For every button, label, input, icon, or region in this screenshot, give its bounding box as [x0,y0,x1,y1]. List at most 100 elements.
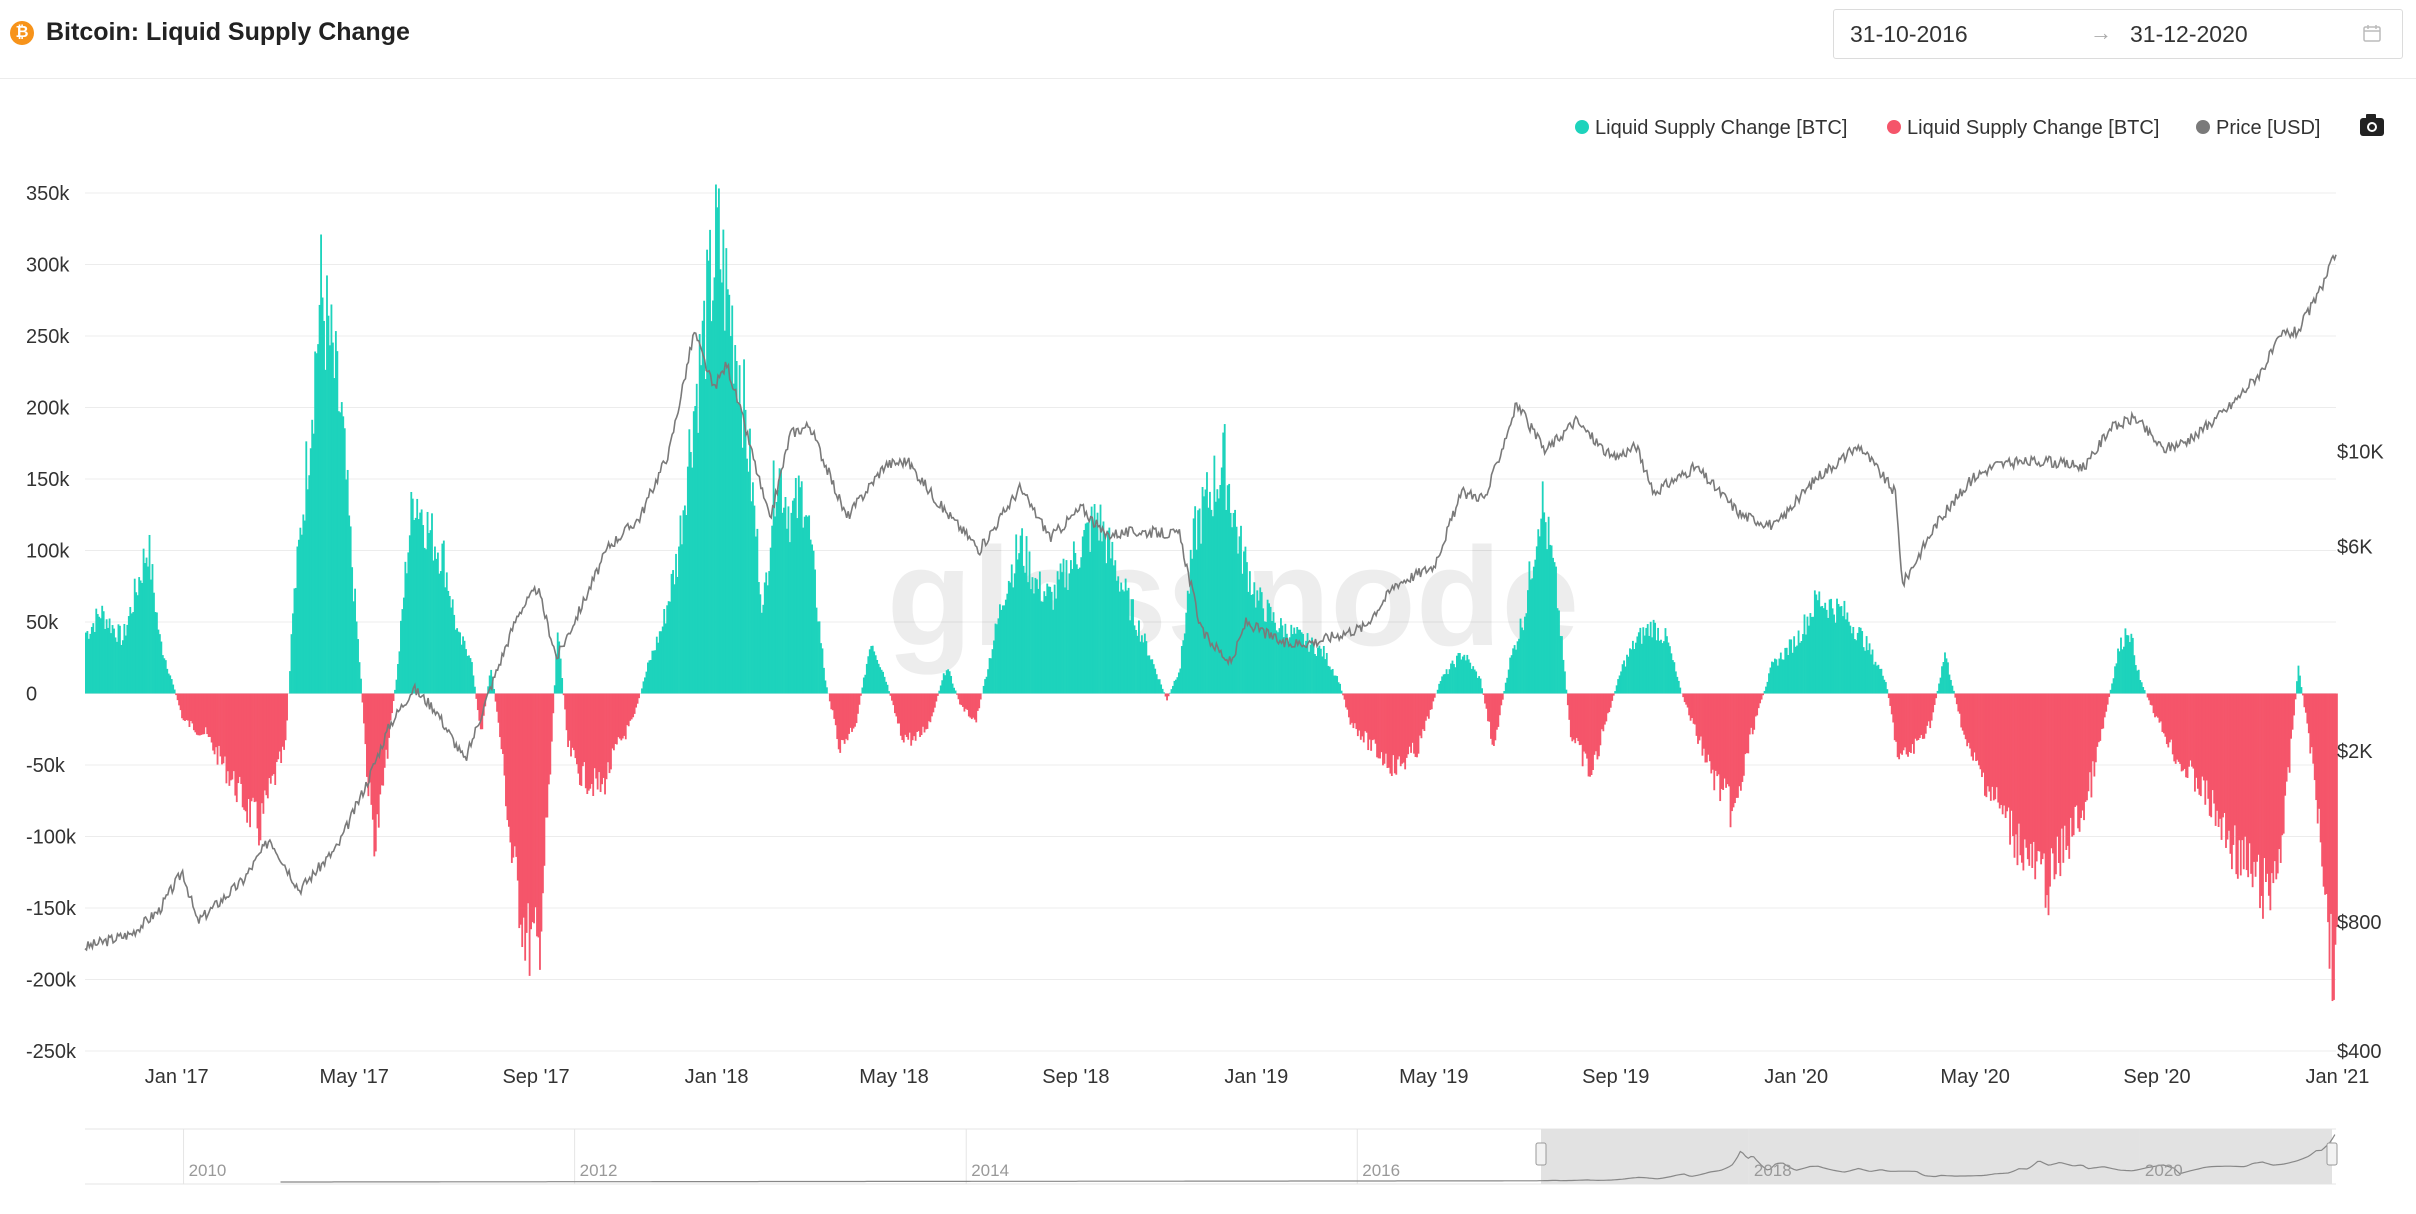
supply-bar [435,558,438,694]
supply-bar [623,693,626,736]
supply-bar [1096,512,1099,694]
supply-bar [380,693,383,786]
supply-bar [589,693,592,789]
supply-bar [1837,603,1840,694]
supply-bar [256,693,259,829]
supply-bar [253,693,256,803]
legend-item-price[interactable]: Price [USD] [2196,117,2320,139]
supply-bar [2336,693,2338,928]
supply-bar [116,641,118,694]
supply-bar [2072,693,2075,836]
navigator-handle-right[interactable] [2326,1142,2338,1166]
supply-bar [173,689,176,694]
supply-bar [1679,687,1682,694]
date-end-input[interactable]: 31-12-2020 [2130,21,2248,47]
supply-bar [1399,693,1402,767]
supply-bar [2208,693,2211,816]
navigator-handle-left[interactable] [1535,1142,1547,1166]
supply-bar [522,693,525,918]
supply-bar [1260,592,1263,694]
navigator-selection[interactable] [1541,1129,2332,1184]
supply-bar [1853,638,1856,694]
supply-bar [2279,693,2282,863]
supply-bar [1112,565,1115,694]
supply-bar [1850,633,1853,694]
supply-bar [1485,693,1488,709]
supply-bar [1382,693,1384,766]
supply-bar [1729,693,1732,828]
supply-bar [108,618,111,694]
supply-bar [2062,693,2065,863]
supply-bar [796,518,799,694]
supply-bar [160,641,163,694]
supply-bar [1701,693,1704,756]
legend-item-positive[interactable]: Liquid Supply Change [BTC] [1575,117,1847,139]
supply-bar [1587,693,1590,777]
supply-bar [2322,693,2325,887]
supply-bar [1216,489,1219,694]
supply-bar [1617,679,1620,694]
supply-bar [1189,549,1192,694]
supply-bar [1874,661,1877,694]
camera-icon[interactable] [2360,114,2384,136]
supply-bar [948,671,951,694]
y-tick-label: -200k [26,970,77,992]
supply-bar [1287,641,1290,694]
supply-bar [1019,535,1022,694]
supply-bar [1138,620,1140,694]
supply-bar [1975,693,1977,762]
supply-bar [808,515,811,694]
supply-bar [110,633,112,694]
date-range-picker[interactable]: 31-10-2016 → 31-12-2020 [1833,9,2403,59]
supply-bar [951,683,954,694]
supply-bar [89,633,92,694]
supply-bar [1053,584,1056,694]
supply-bar [2248,693,2251,844]
supply-bar [370,693,373,805]
supply-bar [919,693,921,737]
supply-bar [1893,693,1896,741]
supply-bar [1269,606,1272,694]
supply-bar [104,628,107,694]
supply-bar [1444,674,1447,694]
supply-bar [138,577,141,694]
supply-bar [1596,693,1599,760]
supply-bar [658,631,661,694]
supply-bar [1371,693,1374,741]
supply-bar [633,693,636,714]
supply-bar [1092,524,1095,694]
supply-bar [777,490,779,694]
supply-bar [357,639,359,694]
supply-bar [2253,693,2256,862]
range-navigator[interactable]: 2010 2012 2014 2016 2018 2020 [85,1128,2338,1185]
calendar-icon[interactable] [2362,23,2382,43]
supply-bar [681,544,683,694]
supply-bar [1963,693,1966,735]
supply-bar [383,693,386,768]
supply-bar [388,693,391,738]
supply-bar [1584,693,1587,754]
date-start-input[interactable]: 31-10-2016 [1850,21,1968,47]
legend-item-negative[interactable]: Liquid Supply Change [BTC] [1887,117,2159,139]
supply-bar [157,629,160,694]
supply-bar [96,614,99,694]
supply-bar [966,693,969,710]
supply-bar [1167,693,1170,697]
supply-bar [1982,693,1985,773]
supply-bar [1380,693,1383,753]
supply-bar [894,693,896,714]
supply-bar [794,477,797,694]
supply-bar [2054,693,2057,875]
supply-bar [1867,650,1869,694]
supply-bar [848,693,850,734]
supply-bar [1512,648,1515,694]
supply-bar [1331,668,1334,694]
supply-bar [240,693,243,784]
supply-bar [539,693,541,970]
supply-bar [425,549,427,694]
supply-bar [1949,679,1952,694]
supply-bar [2309,693,2312,754]
supply-bar [318,304,321,694]
supply-bar [2321,693,2324,867]
supply-bar [831,693,834,711]
